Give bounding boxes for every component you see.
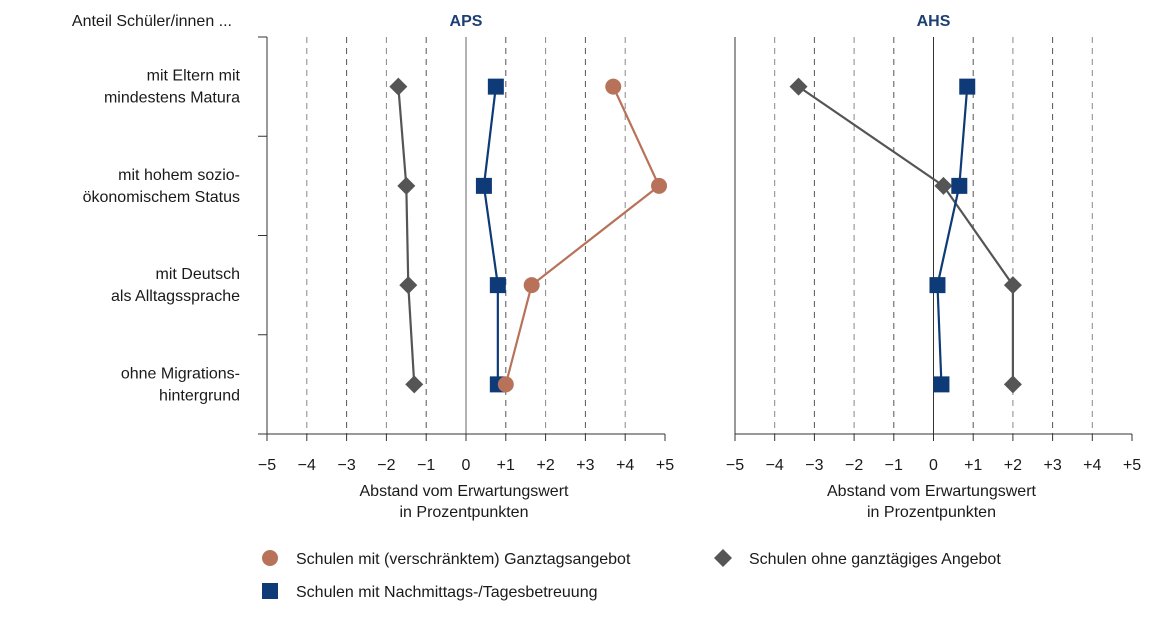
category-label: hintergrund [159,387,240,404]
x-tick-label: −1 [885,457,903,474]
x-tick-label: +3 [1043,457,1061,474]
data-point [489,277,506,294]
data-point [1003,375,1022,394]
x-tick-label: +5 [656,457,674,474]
panel-aps: APS −5 −4 −3 −2 −1 0 +1 +2 +3 +4 +5 Abstand vom Erwa… [258,13,674,521]
data-point [605,78,622,95]
x-tick-label: +4 [616,457,634,474]
x-tick-label: +2 [536,457,554,474]
legend-label: Schulen mit (verschränktem) Ganztagsange… [296,551,631,568]
series-ohne [789,77,1022,394]
x-tick-label: −2 [845,457,863,474]
data-point [399,276,418,295]
data-point [951,177,968,194]
x-tick-label: 0 [929,457,938,474]
x-tick-label: +5 [1123,457,1141,474]
x-tick-label: +1 [497,457,515,474]
data-point [389,77,408,96]
legend-item-nachmittag: Schulen mit Nachmittags-/Tagesbetreuung [262,583,598,601]
x-tick-label: 0 [462,457,471,474]
series-nachmittag [929,78,976,393]
data-point [789,77,808,96]
x-tick-label: −2 [377,457,395,474]
series-ganztag [497,78,668,393]
data-point [497,376,514,393]
legend-marker [262,550,278,566]
legend: Schulen mit (verschränktem) Ganztagsange… [262,549,1001,601]
series-nachmittag [475,78,506,393]
x-tick-label: +1 [964,457,982,474]
series-line [397,86,416,385]
data-point [651,177,668,194]
legend-label: Schulen ohne ganztägiges Angebot [749,551,1001,568]
x-tick-label: +3 [576,457,594,474]
category-label: ohne Migrations- [121,365,240,382]
data-point [933,376,950,393]
data-point [397,176,416,195]
series-line [504,86,661,385]
category-label: ökonomischem Status [83,189,240,206]
x-tick-label: −5 [726,457,744,474]
category-label: als Alltagssprache [111,288,240,305]
series-line [482,86,499,385]
x-tick-label: +4 [1083,457,1101,474]
data-point [523,277,540,294]
category-labels: mit Eltern mit mindestens Matura mit hohem… [83,68,241,405]
x-tick-label: −4 [298,457,316,474]
legend-marker [262,583,278,599]
data-point [934,176,953,195]
data-point [1003,276,1022,295]
series-line [936,86,969,385]
legend-item-ohne: Schulen ohne ganztägiges Angebot [714,549,1001,568]
series-line [797,85,1015,385]
legend-label: Schulen mit Nachmittags-/Tagesbetreuung [296,584,598,601]
panels: APS −5 −4 −3 −2 −1 0 +1 +2 +3 +4 +5 Abstand vom Erwa… [258,13,1141,521]
x-axis-label: in Prozentpunkten [400,504,529,521]
data-point [487,78,504,95]
data-point [929,277,946,294]
category-label: mit Eltern mit [147,68,241,85]
x-tick-label: −4 [766,457,784,474]
x-tick-label: +2 [1004,457,1022,474]
x-axis-label: Abstand vom Erwartungswert [827,483,1037,500]
x-tick-label: −3 [805,457,823,474]
category-label: mit hohem sozio- [118,167,240,184]
legend-item-ganztag: Schulen mit (verschränktem) Ganztagsange… [262,550,631,568]
legend-marker [714,549,732,567]
data-point [959,78,976,95]
category-label: mit Deutsch [156,266,240,283]
data-point [405,375,424,394]
data-point [475,177,492,194]
x-tick-label: −1 [417,457,435,474]
panel-title: AHS [917,13,951,30]
panel-title: APS [450,13,483,30]
category-label: mindestens Matura [104,90,240,107]
row-header-label: Anteil Schüler/innen ... [72,13,232,30]
series-ohne [389,77,424,394]
panel-ahs: AHS −5 −4 −3 −2 −1 0 +1 +2 +3 +4 +5 Abstand vom Erwa… [726,13,1141,521]
x-tick-label: −3 [337,457,355,474]
x-axis-label: Abstand vom Erwartungswert [360,483,570,500]
x-tick-label: −5 [258,457,276,474]
x-axis-label: in Prozentpunkten [867,504,996,521]
